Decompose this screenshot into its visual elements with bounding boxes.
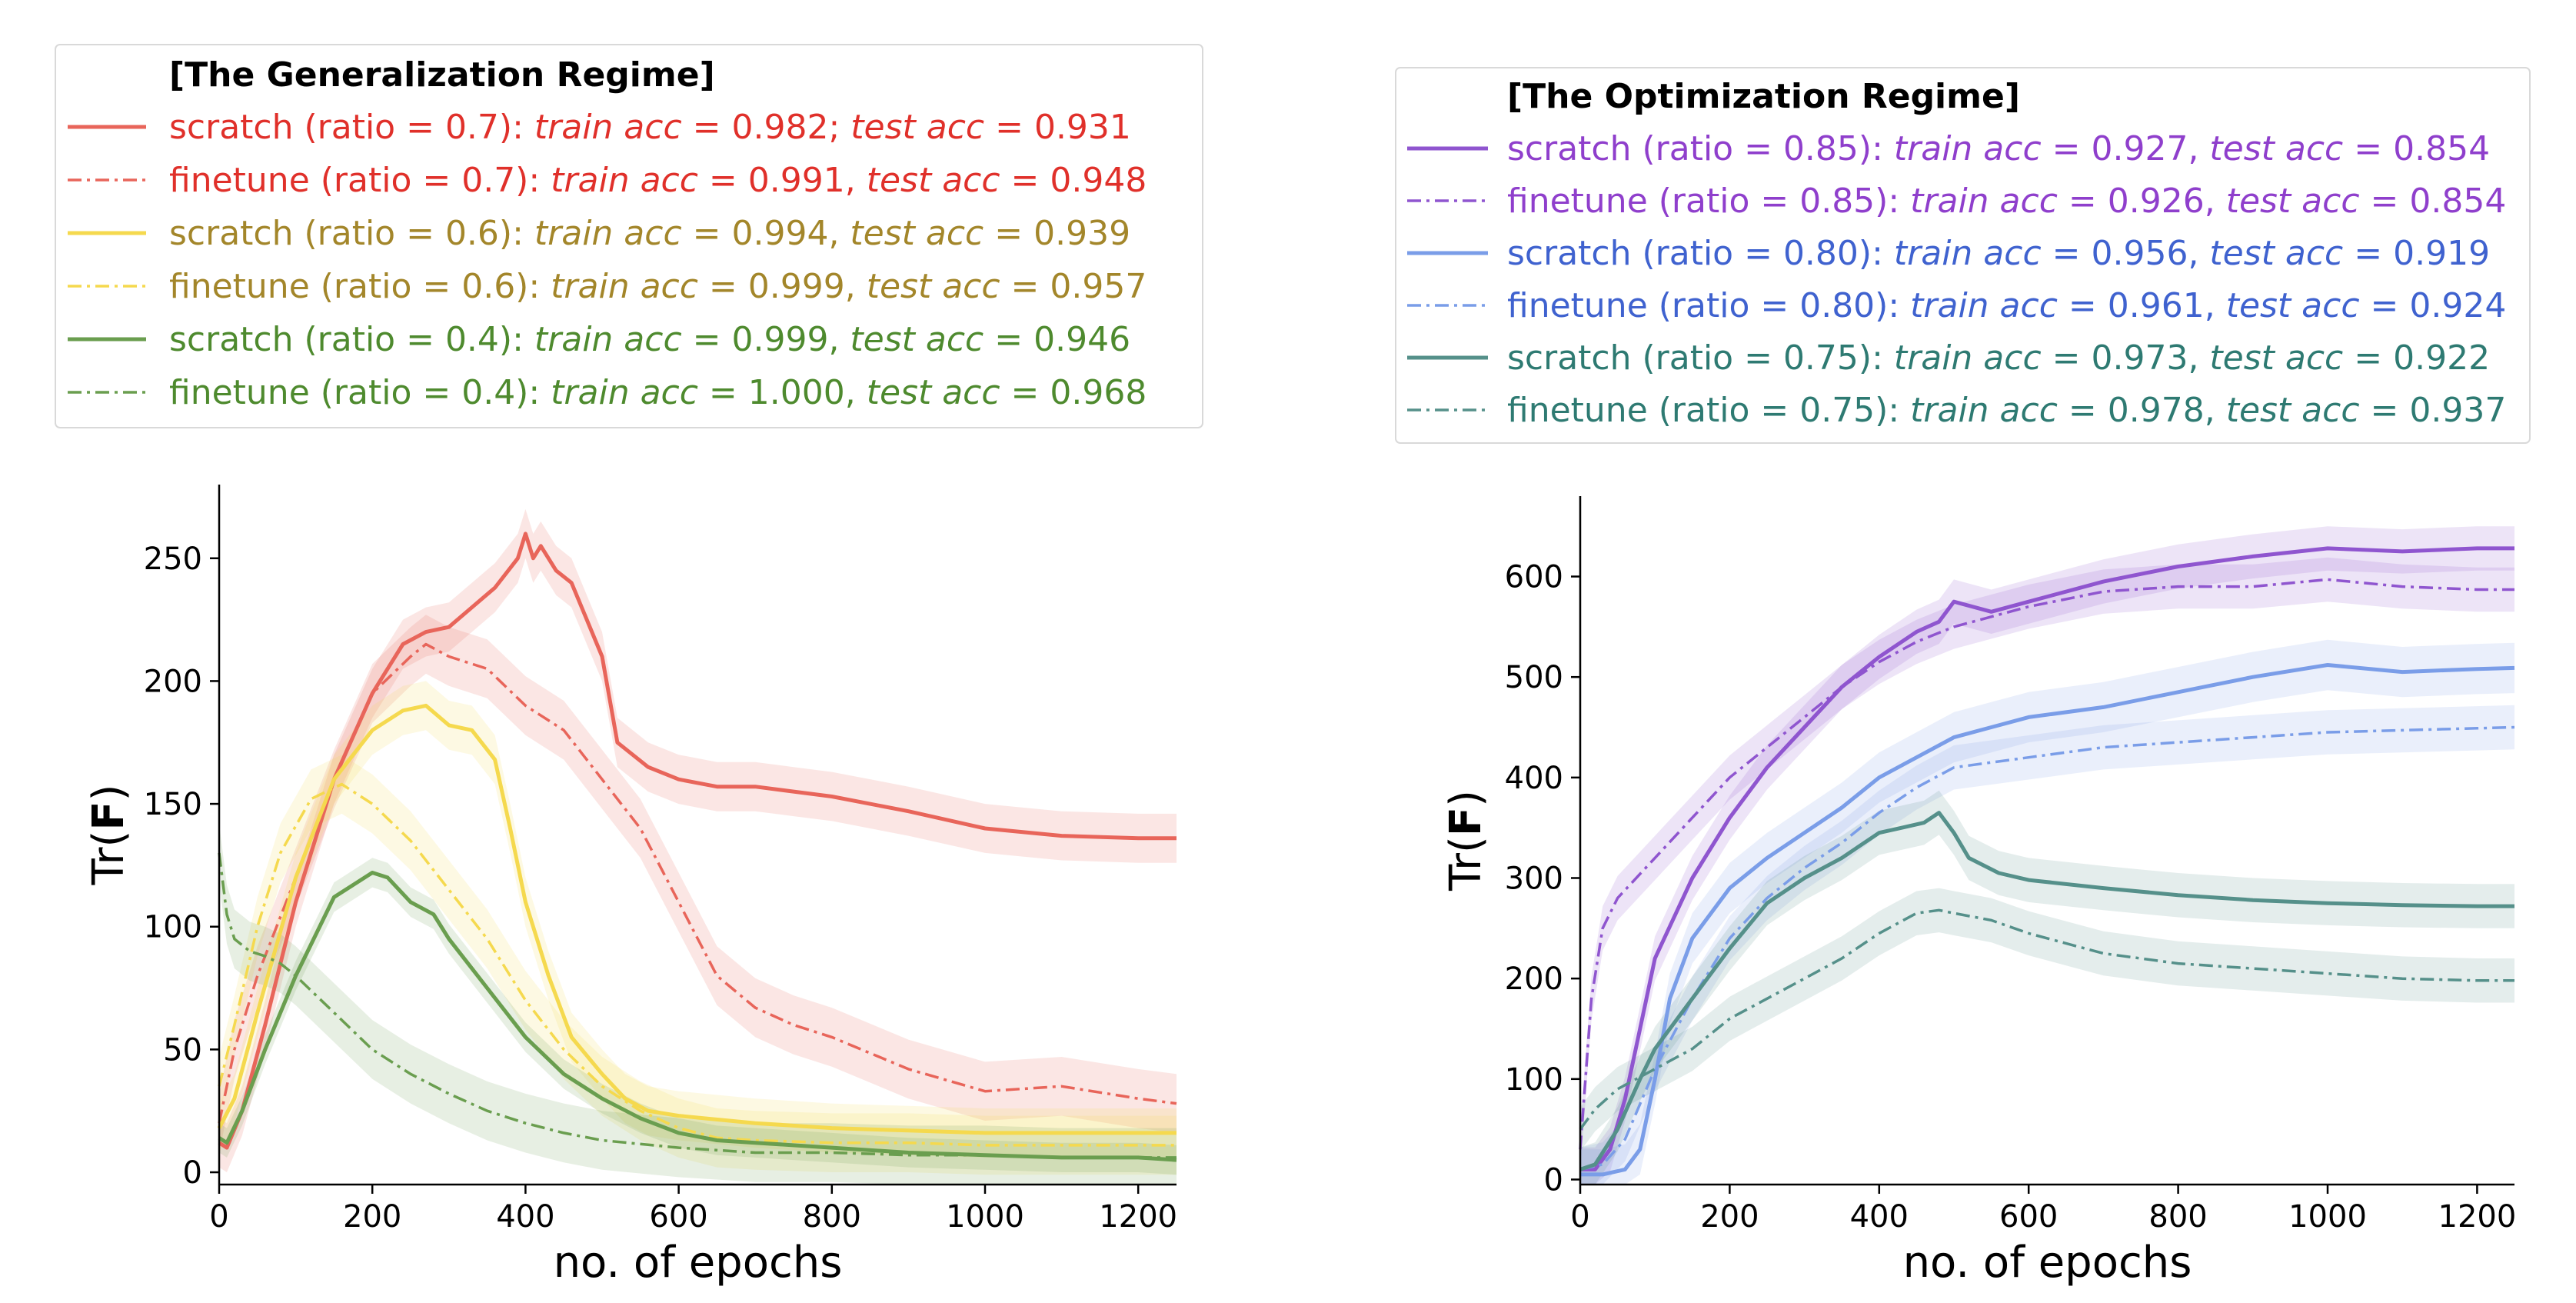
legend-entry: finetune (ratio = 0.6): train acc = 0.99… — [169, 267, 1147, 306]
y-tick-label: 150 — [144, 787, 202, 822]
y-tick-label: 100 — [1505, 1062, 1563, 1098]
series-band-1 — [219, 508, 1177, 1172]
y-tick-label: 500 — [1505, 660, 1563, 695]
chart-1: 0 200 400 600 800 1000 1200 0 50 100 150 200 250 no. … — [55, 44, 1203, 1288]
x-axis-label: no. of epochs — [1903, 1238, 2192, 1288]
legend-entry: scratch (ratio = 0.4): train acc = 0.999… — [169, 320, 1130, 359]
y-tick-label: 200 — [1505, 961, 1563, 997]
legend-title: [The Generalization Regime] — [169, 55, 715, 95]
y-tick-label: 400 — [1505, 761, 1563, 796]
legend-entry: scratch (ratio = 0.80): train acc = 0.95… — [1507, 234, 2490, 273]
x-tick-label: 200 — [343, 1199, 401, 1235]
y-axis-label: Tr(F) — [1441, 790, 1491, 891]
series-line-4 — [218, 782, 1177, 1147]
y-tick-label: 0 — [183, 1155, 202, 1191]
x-tick-label: 800 — [803, 1199, 861, 1235]
y-tick-label: 250 — [144, 542, 202, 577]
y-tick-label: 200 — [144, 664, 202, 699]
y-tick-label: 50 — [163, 1032, 202, 1068]
x-tick-label: 1200 — [2438, 1199, 2517, 1235]
legend-entry: scratch (ratio = 0.75): train acc = 0.97… — [1507, 338, 2490, 378]
y-tick-label: 300 — [1505, 861, 1563, 896]
series-band-6 — [1580, 888, 2514, 1151]
series-line-3 — [1580, 663, 2515, 1177]
y-tick-label: 0 — [1544, 1162, 1563, 1198]
y-axis-label: Tr(F) — [84, 785, 134, 886]
series-band-3 — [1580, 639, 2514, 1185]
legend-entry: finetune (ratio = 0.80): train acc = 0.9… — [1507, 286, 2506, 325]
x-tick-label: 0 — [209, 1199, 228, 1235]
x-tick-label: 1000 — [946, 1199, 1024, 1235]
series-line-4 — [1579, 725, 2515, 1171]
legend-frame — [55, 44, 1203, 428]
x-tick-label: 200 — [1700, 1199, 1759, 1235]
series-line-5 — [1579, 811, 2514, 1171]
legend-entry: finetune (ratio = 0.7): train acc = 0.99… — [169, 161, 1147, 200]
x-tick-label: 400 — [496, 1199, 554, 1235]
chart-2: 0 200 400 600 800 1000 1200 0 100 200 300 400 500 600… — [1395, 67, 2531, 1288]
x-tick-label: 400 — [1850, 1199, 1909, 1235]
legend-entry: scratch (ratio = 0.7): train acc = 0.982… — [169, 108, 1131, 147]
series-band-6 — [219, 823, 1177, 1185]
legend: [The Generalization Regime] scratch (rati… — [55, 44, 1203, 428]
legend-entry: finetune (ratio = 0.75): train acc = 0.9… — [1507, 391, 2506, 430]
x-tick-label: 600 — [1999, 1199, 2058, 1235]
series-line-6 — [1579, 908, 2514, 1131]
series-band-3 — [219, 681, 1177, 1158]
y-tick-label: 100 — [144, 910, 202, 945]
x-tick-label: 600 — [649, 1199, 707, 1235]
x-axis-label: no. of epochs — [554, 1238, 843, 1288]
x-tick-label: 0 — [1570, 1199, 1589, 1235]
series-band-2 — [219, 615, 1177, 1153]
legend-entry: scratch (ratio = 0.6): train acc = 0.994… — [169, 214, 1130, 253]
legend-frame — [1395, 67, 2531, 444]
x-tick-label: 800 — [2148, 1199, 2207, 1235]
legend-entry: finetune (ratio = 0.85): train acc = 0.9… — [1507, 182, 2506, 221]
legend-entry: scratch (ratio = 0.85): train acc = 0.92… — [1507, 129, 2490, 168]
legend-entry: finetune (ratio = 0.4): train acc = 1.00… — [169, 373, 1147, 412]
legend: [The Optimization Regime] scratch (ratio … — [1395, 67, 2531, 444]
series-line-2 — [1579, 578, 2514, 1150]
series-line-6 — [218, 852, 1177, 1159]
series-band-5 — [1580, 790, 2514, 1185]
series-line-1 — [218, 532, 1177, 1150]
x-tick-label: 1000 — [2288, 1199, 2367, 1235]
legend-title: [The Optimization Regime] — [1507, 77, 2020, 116]
x-tick-label: 1200 — [1099, 1199, 1177, 1235]
series-band-5 — [219, 858, 1177, 1175]
series-line-3 — [217, 703, 1177, 1135]
series-line-1 — [1580, 546, 2514, 1171]
y-tick-label: 600 — [1505, 560, 1563, 595]
